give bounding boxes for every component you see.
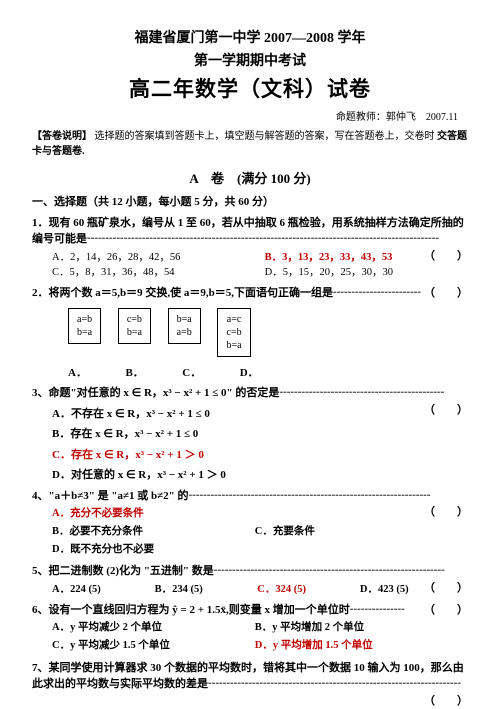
q5-text: 把二进制数 (2)化为 "五进制" 数是 — [49, 565, 214, 577]
question-4: 4、"a＋b≠3" 是 "a≠1 或 b≠2" 的┄┄┄┄┄┄┄┄┄┄┄┄┄┄┄… — [32, 488, 468, 505]
q4-optD: D．既不充分也不必要 — [52, 542, 252, 558]
q4-dots: ┄┄┄┄┄┄┄┄┄┄┄┄┄┄┄┄┄┄┄┄┄┄ — [189, 490, 431, 502]
q7-paren: （ ） — [424, 693, 468, 709]
q3-optA: A．不存在 x ∈ R，x³ − x² + 1 ≤ 0 — [52, 406, 468, 423]
header-school: 福建省厦门第一中学 2007—2008 学年 — [32, 28, 468, 49]
section-a-header: A 卷 (满分 100 分) — [32, 169, 468, 189]
q1-opts-row1: A．2，14，26，28，42，56 B．3，13，23，33，43，53 — [52, 250, 468, 266]
question-7: 7、某同学使用计算器求 30 个数据的平均数时，错将其中一个数据 10 输入为 … — [32, 660, 468, 693]
q2-text: 将两个数 a＝5,b＝9 交换,使 a＝9,b＝5,下面语句正确一组是 — [49, 287, 333, 299]
q2-opts: A． B． C． D． — [68, 365, 468, 382]
q3-text: 命题"对任意的 x ∈ R，x³ − x² + 1 ≤ 0" 的否定是 — [49, 387, 280, 399]
q6-optC: C．y 平均减少 1.5 个单位 — [52, 638, 252, 654]
q1-num: 1． — [32, 217, 49, 229]
q4-paren: （ ） — [424, 504, 468, 521]
q6-optD: D．y 平均增加 1.5 个单位 — [255, 638, 455, 654]
q1-optC: C．5，8，31，36，48，54 — [52, 265, 262, 281]
question-1: 1．现有 60 瓶矿泉水，编号从 1 至 60，若从中抽取 6 瓶检验，用系统抽… — [32, 215, 468, 248]
q3-optD: D．对任意的 x ∈ R，x³ − x² + 1 ＞ 0 — [52, 467, 468, 484]
q5-paren: （ ） — [424, 580, 468, 597]
q1-dots: ┄┄┄┄┄┄┄┄┄┄┄┄┄┄┄┄┄┄┄┄┄┄┄┄┄┄┄┄┄┄┄┄ — [87, 233, 439, 245]
q5-optA: A．224 (5) — [52, 582, 152, 598]
q4-optB: B．必要不充分条件 — [52, 524, 252, 540]
q4-num: 4、 — [32, 490, 49, 502]
author-line: 命题教师：郭仲飞 2007.11 — [32, 110, 468, 125]
q6-num: 6、 — [32, 604, 49, 616]
q5-opts: A．224 (5) B．234 (5) C．324 (5) D．423 (5) — [52, 582, 468, 598]
q2-num: 2． — [32, 287, 49, 299]
q5-optB: B．234 (5) — [155, 582, 255, 598]
q3-paren: （ ） — [424, 402, 468, 419]
q1-optD: D．5，15，20，25，30，30 — [265, 265, 393, 281]
q3-num: 3、 — [32, 387, 49, 399]
q5-optC: C．324 (5) — [257, 582, 357, 598]
q3-optB: B．存在 x ∈ R，x³ − x² + 1 ≤ 0 — [52, 426, 468, 443]
q4-text: "a＋b≠3" 是 "a≠1 或 b≠2" 的 — [49, 490, 189, 502]
q6-text: 设有一个直线回归方程为 ŷ = 2 + 1.5x̄,则变量 x 增加一个单位时 — [49, 604, 350, 616]
q6-optA: A．y 平均减少 2 个单位 — [52, 620, 252, 636]
question-6: 6、设有一个直线回归方程为 ŷ = 2 + 1.5x̄,则变量 x 增加一个单位… — [32, 602, 468, 619]
instr-text: 选择题的答案填到答题卡上，填空题与解答题的答案，写在答题卷上，交卷时 — [92, 131, 435, 142]
q2-dots: ┄┄┄┄┄┄┄┄ — [333, 287, 421, 299]
q7-num: 7、 — [32, 662, 49, 674]
q1-optA: A．2，14，26，28，42，56 — [52, 250, 262, 266]
q1-paren: （ ） — [424, 248, 468, 265]
instructions: 【答卷说明】 选择题的答案填到答题卡上，填空题与解答题的答案，写在答题卷上，交卷… — [32, 129, 468, 159]
q1-optB: B．3，13，23，33，43，53 — [265, 250, 393, 266]
q6-opts: A．y 平均减少 2 个单位 B．y 平均增加 2 个单位 C．y 平均减少 1… — [52, 620, 468, 656]
q2-box4: a=cc=bb=a — [217, 308, 250, 357]
q4-optA: A．充分不必要条件 — [52, 506, 252, 522]
q2-box3: b=aa=b — [168, 308, 201, 344]
instr-label: 【答卷说明】 — [32, 131, 92, 142]
question-2: 2．将两个数 a＝5,b＝9 交换,使 a＝9,b＝5,下面语句正确一组是┄┄┄… — [32, 285, 468, 302]
q5-optD: D．423 (5) — [360, 582, 409, 598]
q2-boxes: a=bb=a c=bb=a b=aa=b a=cc=bb=a — [68, 308, 468, 357]
q4-opts: A．充分不必要条件 B．必要不充分条件 C．充要条件 D．既不充分也不必要 — [52, 506, 468, 559]
q6-paren: （ ） — [424, 602, 468, 619]
header-term: 第一学期期中考试 — [32, 51, 468, 72]
q5-dots: ┄┄┄┄┄┄┄┄┄┄┄┄┄┄┄┄┄┄┄┄┄ — [214, 565, 445, 577]
q4-optC: C．充要条件 — [255, 524, 455, 540]
q3-dots: ┄┄┄┄┄┄┄┄┄┄┄┄┄┄┄ — [279, 387, 444, 399]
q6-optB: B．y 平均增加 2 个单位 — [255, 620, 455, 636]
q5-num: 5、 — [32, 565, 49, 577]
question-5: 5、把二进制数 (2)化为 "五进制" 数是┄┄┄┄┄┄┄┄┄┄┄┄┄┄┄┄┄┄… — [32, 563, 468, 580]
q2-box2: c=bb=a — [118, 308, 151, 344]
question-3: 3、命题"对任意的 x ∈ R，x³ − x² + 1 ≤ 0" 的否定是┄┄┄… — [32, 385, 468, 402]
exam-title: 高二年数学（文科）试卷 — [32, 74, 468, 106]
q3-optC: C．存在 x ∈ R，x³ − x² + 1 ＞ 0 — [52, 447, 468, 464]
q2-box1: a=bb=a — [68, 308, 101, 344]
q6-dots: ┄┄┄┄┄ — [350, 604, 405, 616]
section-1-header: 一、选择题（共 12 小题，每小题 5 分，共 60 分） — [32, 194, 468, 211]
q2-paren: （ ） — [424, 285, 468, 302]
q7-dots: ┄┄┄┄┄┄┄┄┄┄┄┄┄┄┄┄┄┄┄┄┄┄┄ — [208, 678, 461, 690]
q1-opts-row2: C．5，8，31，36，48，54 D．5，15，20，25，30，30 — [52, 265, 468, 281]
